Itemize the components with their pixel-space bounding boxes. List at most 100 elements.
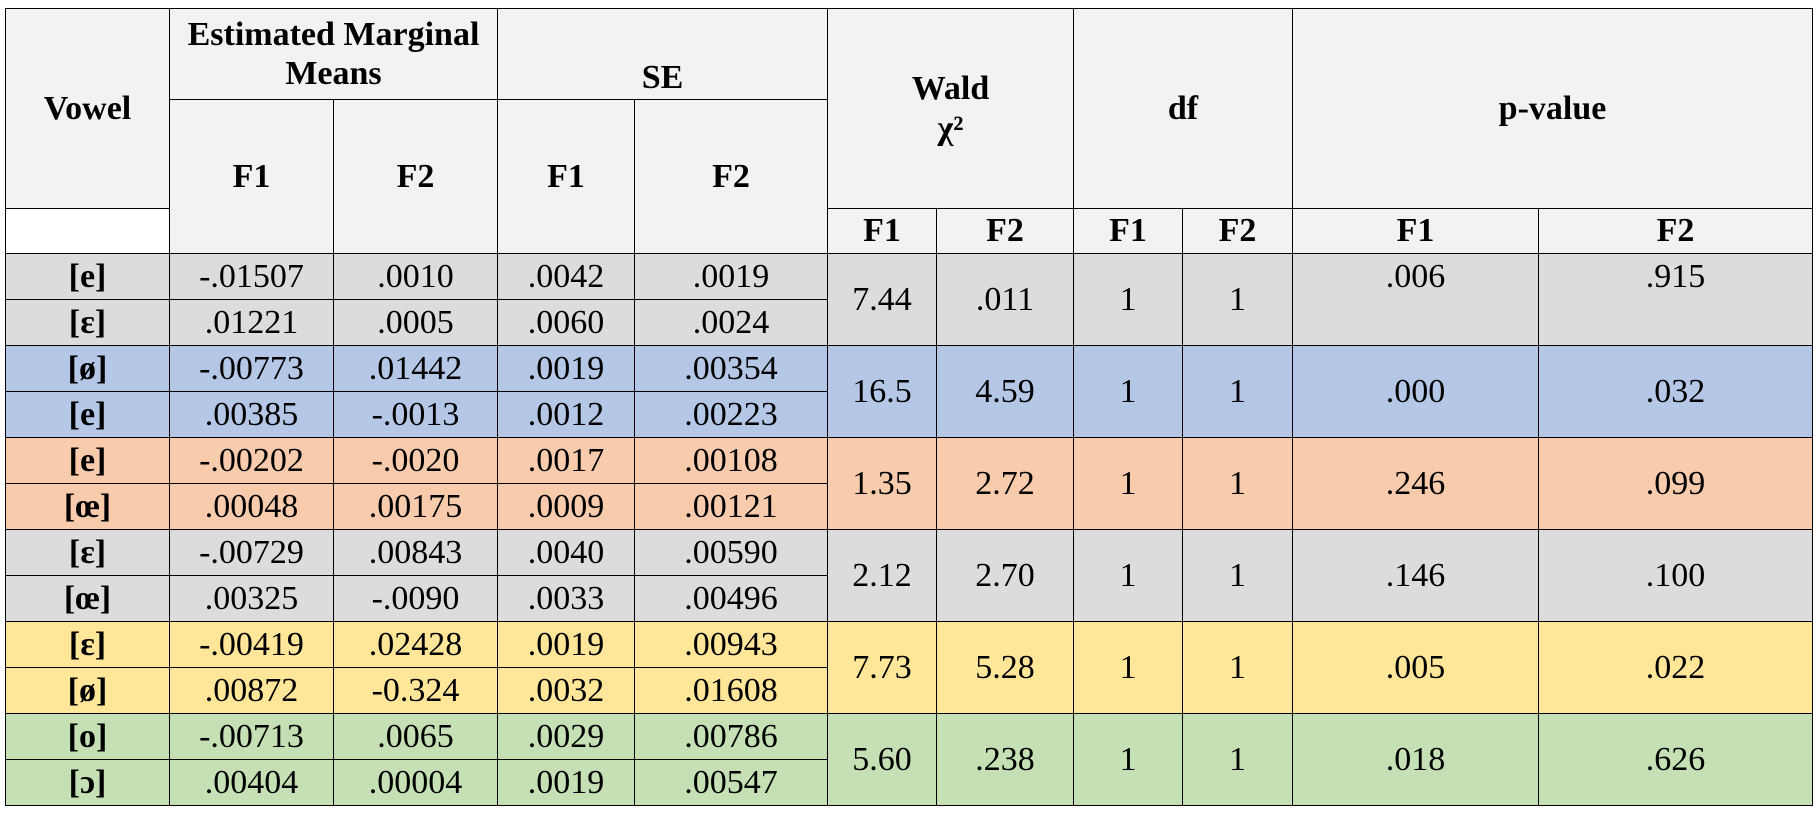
table-row: [e] -.00202 -.0020.0017.00108 1.35 2.72 1 1.24… [5,437,1813,530]
table-body: [e] -.01507.0010.0042.0019 7.44.011 1 1.006.… [5,253,1813,806]
se-f2-cell: .0019 [634,253,828,300]
wald-f2-cell: 4.59 [936,345,1074,438]
emm-f1-cell: -.00713 [169,713,334,760]
p-f1-cell: .006 [1292,253,1539,346]
se-f2-cell: .00354 [634,345,828,392]
se-f1-cell: .0019 [497,621,635,668]
emm-f1-cell: .00048 [169,483,334,530]
df-f1-cell: 1 [1073,621,1183,714]
header-se-f2: F2 [634,99,828,254]
header-p-value: p-value [1292,8,1813,209]
header-emm-f1: F1 [169,99,334,254]
emm-f2-cell: .00004 [333,759,498,806]
header-estimated-marginal-means: Estimated Marginal Means [169,8,498,100]
df-f2-cell: 1 [1182,713,1293,806]
emm-f2-cell: .00175 [333,483,498,530]
se-f2-cell: .00223 [634,391,828,438]
emm-f2-cell: .00843 [333,529,498,576]
emm-f1-cell: -.00419 [169,621,334,668]
vowel-cell: [ɔ] [5,759,170,806]
df-f1-cell: 1 [1073,529,1183,622]
table-row: [ɛ] -.00419.02428.0019.00943 7.73 5.28 1 1.00… [5,621,1813,714]
df-f1-cell: 1 [1073,253,1183,346]
p-f2-cell: .022 [1538,621,1813,714]
emm-f1-cell: .00385 [169,391,334,438]
se-f2-cell: .00590 [634,529,828,576]
wald-f1-cell: 16.5 [827,345,937,438]
p-f1-cell: .146 [1292,529,1539,622]
se-f2-cell: .00943 [634,621,828,668]
header-vowel: Vowel [5,8,170,209]
wald-f2-cell: .011 [936,253,1074,346]
p-f2-cell: .626 [1538,713,1813,806]
vowel-cell: [ɛ] [5,621,170,668]
vowel-cell: [ɛ] [5,529,170,576]
se-f1-cell: .0019 [497,759,635,806]
header-emm-f2: F2 [333,99,498,254]
header-p-f2: F2 [1538,208,1813,254]
se-f1-cell: .0033 [497,575,635,622]
p-f2-cell: .100 [1538,529,1813,622]
vowel-cell: [e] [5,391,170,438]
emm-f2-cell: .0010 [333,253,498,300]
se-f1-cell: .0009 [497,483,635,530]
header-wald-f1: F1 [827,208,937,254]
emm-f1-cell: .00872 [169,667,334,714]
df-f2-cell: 1 [1182,345,1293,438]
wald-f2-cell: 5.28 [936,621,1074,714]
header-wald-f2: F2 [936,208,1074,254]
vowel-cell: [ø] [5,667,170,714]
wald-f1-cell: 1.35 [827,437,937,530]
p-f2-cell: .032 [1538,345,1813,438]
df-f2-cell: 1 [1182,437,1293,530]
header-wald-label: Wald [911,70,990,108]
vowel-cell: [e] [5,253,170,300]
emm-f2-cell: -.0090 [333,575,498,622]
vowel-cell: [œ] [5,575,170,622]
wald-f1-cell: 2.12 [827,529,937,622]
wald-f1-cell: 7.73 [827,621,937,714]
spacer-vowel [5,208,170,254]
se-f2-cell: .00786 [634,713,828,760]
emm-f1-cell: -.00202 [169,437,334,484]
header-se-f1: F1 [497,99,635,254]
wald-f2-cell: 2.70 [936,529,1074,622]
df-f2-cell: 1 [1182,529,1293,622]
emm-f2-cell: -.0013 [333,391,498,438]
emm-f2-cell: .0005 [333,299,498,346]
emm-f1-cell: .00404 [169,759,334,806]
vowel-cell: [ɛ] [5,299,170,346]
wald-f2-cell: 2.72 [936,437,1074,530]
emm-f1-cell: -.00729 [169,529,334,576]
se-f1-cell: .0060 [497,299,635,346]
header-df-f2: F2 [1182,208,1293,254]
table-row: [ø] -.00773.01442.0019.00354 16.5 4.59 1 1.00… [5,345,1813,438]
emm-f1-cell: -.01507 [169,253,334,300]
emm-f1-cell: .00325 [169,575,334,622]
table-row: [ɛ] -.00729.00843.0040.00590 2.12 2.70 1 1.14… [5,529,1813,622]
wald-f1-cell: 5.60 [827,713,937,806]
header-p-f1: F1 [1292,208,1539,254]
vowel-cell: [o] [5,713,170,760]
se-f2-cell: .0024 [634,299,828,346]
se-f1-cell: .0012 [497,391,635,438]
header-se: SE [497,8,828,100]
se-f2-cell: .00496 [634,575,828,622]
se-f1-cell: .0040 [497,529,635,576]
vowel-cell: [e] [5,437,170,484]
header-df: df [1073,8,1293,209]
p-f1-cell: .018 [1292,713,1539,806]
p-f1-cell: .005 [1292,621,1539,714]
header-wald-symbol: χ² [937,109,964,147]
se-f2-cell: .00108 [634,437,828,484]
df-f2-cell: 1 [1182,621,1293,714]
se-f2-cell: .00547 [634,759,828,806]
header-wald: Wald χ² [827,8,1074,209]
emm-f2-cell: .01442 [333,345,498,392]
se-f2-cell: .01608 [634,667,828,714]
vowel-cell: [ø] [5,345,170,392]
vowel-cell: [œ] [5,483,170,530]
emm-f2-cell: .02428 [333,621,498,668]
p-f2-cell: .099 [1538,437,1813,530]
se-f1-cell: .0032 [497,667,635,714]
